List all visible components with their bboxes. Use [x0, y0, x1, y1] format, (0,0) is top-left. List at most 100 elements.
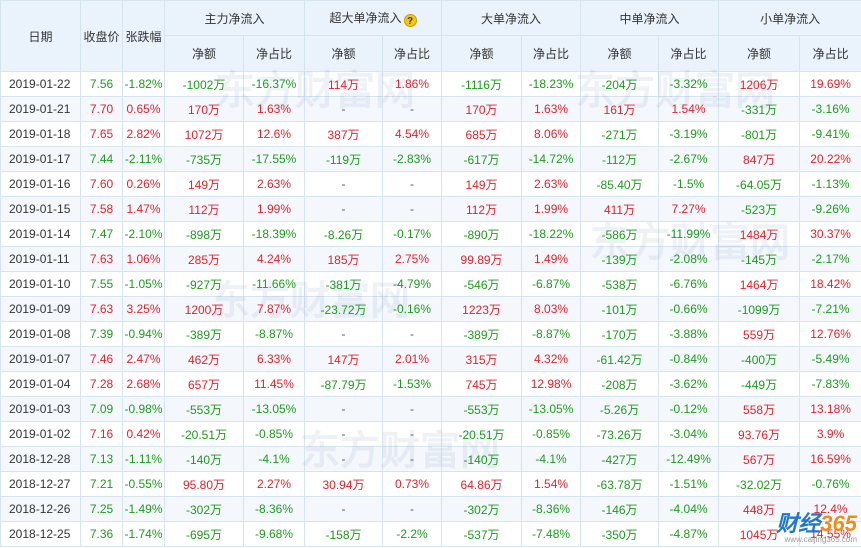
change-pct-cell: 2.82%: [122, 121, 165, 147]
super-ratio-cell: -: [382, 496, 443, 522]
large-net-cell: -20.51万: [441, 421, 523, 447]
date-cell: 2019-01-04: [0, 371, 81, 397]
header-main-inflow-label: 主力净流入: [204, 11, 265, 26]
header-small-inflow-label: 小单净流入: [760, 11, 821, 26]
large-net-cell: -389万: [441, 321, 523, 347]
medium-ratio-cell: 1.54%: [658, 96, 720, 122]
main-net-cell: -898万: [164, 221, 244, 247]
medium-net-cell: 161万: [580, 96, 660, 122]
date-cell: 2019-01-22: [0, 71, 81, 97]
main-net-cell: 170万: [164, 96, 244, 122]
main-net-cell: 462万: [164, 346, 244, 372]
large-net-cell: 1223万: [441, 296, 523, 322]
date-cell: 2019-01-03: [0, 396, 81, 422]
change-pct-cell: 3.25%: [122, 296, 165, 322]
super-ratio-cell: 4.54%: [382, 121, 443, 147]
medium-ratio-cell: 7.27%: [658, 196, 720, 222]
table-row: 2018-12-26 7.25 -1.49% -302万 -8.36% - - -302万 -8…: [0, 496, 861, 522]
large-ratio-cell: -18.22%: [521, 221, 582, 247]
medium-ratio-cell: -4.04%: [658, 496, 720, 522]
main-ratio-cell: 2.27%: [242, 471, 306, 497]
medium-net-cell: -85.40万: [580, 171, 660, 197]
change-pct-cell: -1.05%: [122, 271, 165, 297]
small-ratio-cell: -0.76%: [799, 471, 861, 497]
table-row: 2019-01-22 7.56 -1.82% -1002万 -16.37% 114万 1.8…: [0, 71, 861, 97]
date-cell: 2019-01-11: [0, 246, 81, 272]
large-net-cell: 745万: [441, 371, 523, 397]
large-net-cell: -546万: [441, 271, 523, 297]
main-net-cell: -302万: [164, 496, 244, 522]
change-pct-cell: -1.82%: [122, 71, 165, 97]
date-cell: 2018-12-25: [0, 521, 81, 547]
main-net-cell: 285万: [164, 246, 244, 272]
medium-ratio-cell: -2.08%: [658, 246, 720, 272]
header-medium-inflow-label: 中单净流入: [619, 11, 680, 26]
main-net-cell: -927万: [164, 271, 244, 297]
change-pct-cell: -0.98%: [122, 396, 165, 422]
close-price-cell: 7.63: [80, 246, 123, 272]
super-ratio-cell: 0.73%: [382, 471, 443, 497]
medium-ratio-cell: -3.04%: [658, 421, 720, 447]
super-ratio-cell: -: [382, 446, 443, 472]
small-net-cell: 1464万: [718, 271, 801, 297]
small-net-cell: -331万: [718, 96, 801, 122]
header-net-ratio: 净占比: [799, 35, 861, 72]
table-row: 2018-12-27 7.21 -0.55% 95.80万 2.27% 30.94万 0.7…: [0, 471, 861, 497]
table-row: 2019-01-14 7.47 -2.10% -898万 -18.39% -8.26万 -0…: [0, 221, 861, 247]
header-net-amount: 净额: [304, 35, 384, 72]
close-price-cell: 7.13: [80, 446, 123, 472]
main-ratio-cell: -13.05%: [242, 396, 306, 422]
large-ratio-cell: -6.87%: [521, 271, 582, 297]
super-net-cell: -: [304, 396, 384, 422]
super-net-cell: -: [304, 196, 384, 222]
super-net-cell: -158万: [304, 521, 384, 547]
large-net-cell: 685万: [441, 121, 523, 147]
small-net-cell: 1206万: [718, 71, 801, 97]
table-row: 2019-01-21 7.70 0.65% 170万 1.63% - -170万 1.63% 1…: [0, 96, 861, 122]
close-price-cell: 7.21: [80, 471, 123, 497]
super-net-cell: 30.94万: [304, 471, 384, 497]
help-icon[interactable]: ?: [403, 14, 417, 27]
large-net-cell: 315万: [441, 346, 523, 372]
date-cell: 2018-12-27: [0, 471, 81, 497]
close-price-cell: 7.09: [80, 396, 123, 422]
header-small-inflow: 小单净流入: [718, 0, 861, 36]
main-net-cell: 149万: [164, 171, 244, 197]
small-ratio-cell: 20.22%: [799, 146, 861, 172]
header-row-groups: 日期 收盘价 张跌幅 主力净流入 超大单净流入? 大单净流入 中单净流入 小单净…: [0, 0, 861, 72]
close-price-cell: 7.63: [80, 296, 123, 322]
small-ratio-cell: -7.83%: [799, 371, 861, 397]
table-row: 2019-01-08 7.39 -0.94% -389万 -8.87% - - -389万 -8…: [0, 321, 861, 347]
large-ratio-cell: -14.72%: [521, 146, 582, 172]
header-close: 收盘价: [80, 0, 123, 72]
super-ratio-cell: -: [382, 321, 443, 347]
super-ratio-cell: -0.17%: [382, 221, 443, 247]
date-cell: 2019-01-16: [0, 171, 81, 197]
small-net-cell: -1099万: [718, 296, 801, 322]
date-cell: 2019-01-18: [0, 121, 81, 147]
medium-net-cell: -427万: [580, 446, 660, 472]
close-price-cell: 7.60: [80, 171, 123, 197]
close-price-cell: 7.47: [80, 221, 123, 247]
header-row-sub: 净额 净占比 净额 净占比 净额 净占比 净额 净占比 净额 净占比: [1, 35, 861, 72]
main-ratio-cell: 1.99%: [242, 196, 306, 222]
main-ratio-cell: -8.87%: [242, 321, 306, 347]
main-net-cell: 112万: [164, 196, 244, 222]
large-ratio-cell: 1.49%: [521, 246, 582, 272]
header-super-large-inflow: 超大单净流入?: [304, 0, 443, 36]
super-ratio-cell: -1.53%: [382, 371, 443, 397]
header-net-ratio: 净占比: [242, 35, 306, 72]
medium-ratio-cell: -12.49%: [658, 446, 720, 472]
change-pct-cell: -0.55%: [122, 471, 165, 497]
super-ratio-cell: 2.75%: [382, 246, 443, 272]
small-ratio-cell: 18.42%: [799, 271, 861, 297]
small-net-cell: -64.05万: [718, 171, 801, 197]
change-pct-cell: -1.49%: [122, 496, 165, 522]
main-ratio-cell: 7.87%: [242, 296, 306, 322]
large-ratio-cell: 8.06%: [521, 121, 582, 147]
super-net-cell: -: [304, 421, 384, 447]
table-row: 2019-01-03 7.09 -0.98% -553万 -13.05% - - -553万 -…: [0, 396, 861, 422]
change-pct-cell: -2.11%: [122, 146, 165, 172]
medium-net-cell: -208万: [580, 371, 660, 397]
super-net-cell: 185万: [304, 246, 384, 272]
